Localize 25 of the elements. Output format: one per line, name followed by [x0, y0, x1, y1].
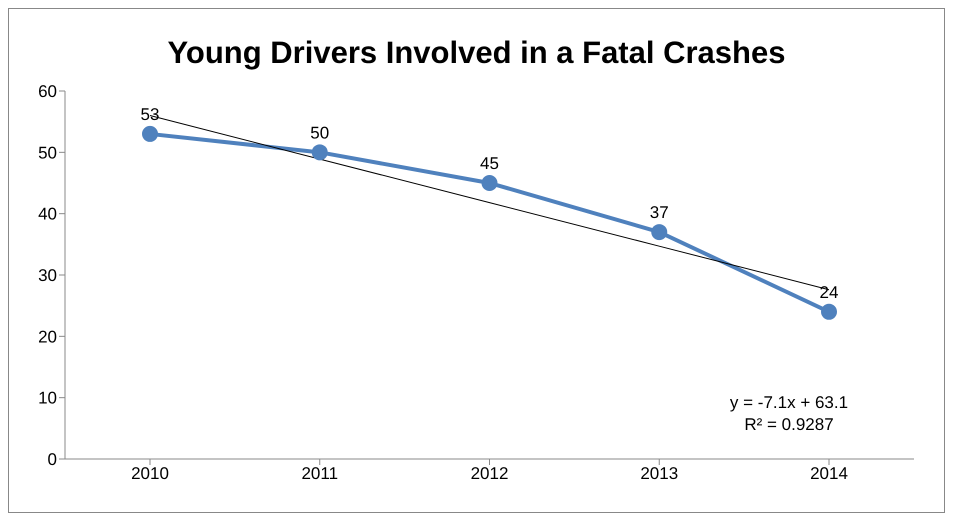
- y-tick-label: 60: [38, 82, 57, 102]
- point: [142, 126, 158, 142]
- y-tick-label: 10: [38, 388, 57, 408]
- y-tick-label: 40: [38, 204, 57, 224]
- x-tick-label: 2012: [470, 464, 508, 484]
- y-tick-label: 50: [38, 143, 57, 162]
- chart-title: Young Drivers Involved in a Fatal Crashes: [166, 35, 786, 72]
- x-tick-label: 2014: [810, 464, 848, 484]
- data-label: 24: [820, 282, 838, 302]
- data-label: 45: [480, 154, 499, 173]
- point: [651, 224, 668, 240]
- point: [821, 304, 837, 320]
- data-label: 53: [140, 104, 160, 124]
- data-label: 37: [650, 203, 669, 222]
- x-tick-label: 2011: [301, 464, 338, 484]
- annotation: R² = 0.9287: [743, 414, 835, 436]
- annotation: y = -7.1x + 63.1: [728, 392, 850, 414]
- y-tick-label: 20: [38, 327, 57, 346]
- point: [482, 175, 498, 191]
- x-tick-label: 2013: [640, 464, 678, 484]
- data-label: 50: [310, 123, 330, 142]
- x-tick-label: 2010: [131, 464, 169, 484]
- y-tick-label: 30: [38, 266, 57, 286]
- y-tick-label: 0: [48, 450, 57, 470]
- point: [312, 144, 328, 160]
